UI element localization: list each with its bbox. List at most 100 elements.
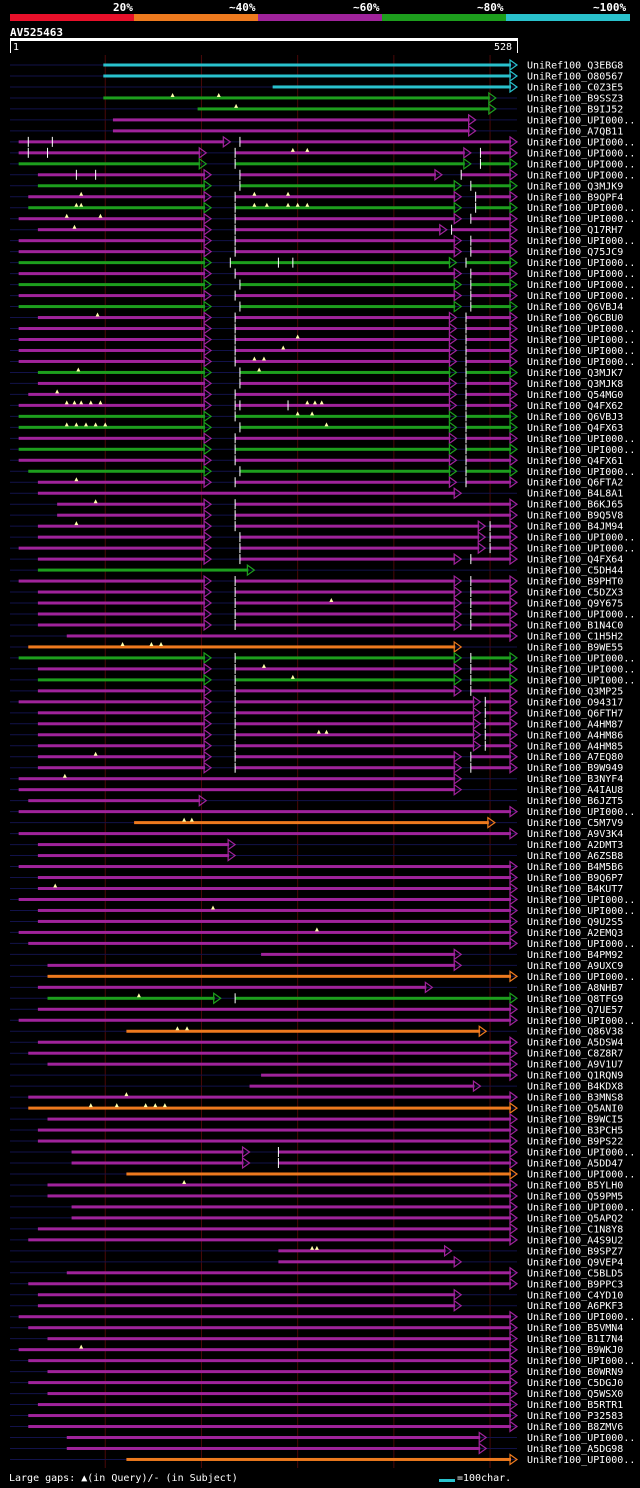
hit-row[interactable]: UniRef100_O94317 <box>10 695 623 709</box>
hit-row[interactable]: UniRef100_B9WKJ0 <box>10 1343 623 1357</box>
hit-row[interactable]: UniRef100_UPI000.. <box>10 1145 635 1159</box>
hit-row[interactable]: UniRef100_UPI000.. <box>10 651 635 665</box>
hit-row[interactable]: UniRef100_B4JM94 <box>10 519 623 533</box>
hit-row[interactable]: UniRef100_B5RTR1 <box>10 1398 623 1412</box>
hit-row[interactable]: UniRef100_B3NYF4 <box>10 772 623 786</box>
hit-row[interactable]: UniRef100_UPI000.. <box>10 607 635 621</box>
hit-row[interactable]: UniRef100_B9PPC3 <box>10 1277 623 1291</box>
hit-row[interactable]: UniRef100_B9PS22 <box>10 1134 623 1148</box>
hit-row[interactable]: UniRef100_A4HM85 <box>10 739 623 753</box>
hit-row[interactable]: UniRef100_B9Q5V8 <box>10 509 623 522</box>
hit-row[interactable]: UniRef100_B3MNS8 <box>10 1090 623 1104</box>
hit-row[interactable]: UniRef100_B9PHT0 <box>10 574 623 588</box>
hit-row[interactable]: UniRef100_B3PCH5 <box>10 1123 623 1137</box>
hit-row[interactable]: UniRef100_B6KJ65 <box>10 498 623 511</box>
hit-row[interactable]: UniRef100_Q9VEP4 <box>10 1255 623 1269</box>
hit-row[interactable]: UniRef100_Q75JC9 <box>10 245 623 259</box>
hit-row[interactable]: UniRef100_Q6FTA2 <box>10 476 623 489</box>
hit-row[interactable]: UniRef100_A9V3K4 <box>10 827 623 841</box>
hit-row[interactable]: UniRef100_Q3MJK8 <box>10 377 623 390</box>
hit-row[interactable]: UniRef100_A9V1U7 <box>10 1058 623 1071</box>
hit-row[interactable]: UniRef100_UPI000.. <box>10 201 635 215</box>
hit-row[interactable]: UniRef100_Q5APQ2 <box>10 1211 623 1225</box>
hit-row[interactable]: UniRef100_UPI000.. <box>10 355 635 368</box>
hit-row[interactable]: UniRef100_Q4FX62 <box>10 399 623 412</box>
hit-row[interactable]: UniRef100_UPI000.. <box>10 432 635 445</box>
hit-row[interactable]: UniRef100_B5VMN4 <box>10 1321 623 1335</box>
hit-row[interactable]: UniRef100_Q3MJK7 <box>10 366 623 379</box>
hit-row[interactable]: UniRef100_UPI000.. <box>10 662 635 676</box>
hit-row[interactable]: UniRef100_O80567 <box>10 69 623 83</box>
hit-row[interactable]: UniRef100_A4HM87 <box>10 717 623 731</box>
hit-row[interactable]: UniRef100_C4YD10 <box>10 1288 623 1302</box>
hit-row[interactable]: UniRef100_UPI000.. <box>10 673 635 687</box>
hit-row[interactable]: UniRef100_UPI000.. <box>10 168 635 182</box>
hit-row[interactable]: UniRef100_Q4FX63 <box>10 421 623 434</box>
hit-row[interactable]: UniRef100_B5YLH0 <box>10 1178 623 1192</box>
hit-row[interactable]: UniRef100_Q17RH7 <box>10 223 623 237</box>
hit-row[interactable]: UniRef100_Q3MJK9 <box>10 179 623 193</box>
hit-row[interactable]: UniRef100_C8Z8R7 <box>10 1047 623 1060</box>
hit-row[interactable]: UniRef100_UPI000.. <box>10 256 635 270</box>
hit-row[interactable]: UniRef100_A9UXC9 <box>10 959 623 972</box>
hit-row[interactable]: UniRef100_UPI000.. <box>10 157 635 171</box>
hit-row[interactable]: UniRef100_B9WE55 <box>10 640 623 654</box>
hit-row[interactable]: UniRef100_UPI000.. <box>10 970 635 983</box>
hit-row[interactable]: UniRef100_Q3MP25 <box>10 684 623 698</box>
hit-row[interactable]: UniRef100_B9QPF4 <box>10 190 623 204</box>
hit-row[interactable]: UniRef100_A4S9U2 <box>10 1233 623 1247</box>
hit-row[interactable]: UniRef100_UPI000.. <box>10 344 635 357</box>
hit-row[interactable]: UniRef100_A7EQ80 <box>10 750 623 764</box>
hit-row[interactable]: UniRef100_UPI000.. <box>10 541 635 555</box>
hit-row[interactable]: UniRef100_A5DSW4 <box>10 1036 623 1049</box>
hit-row[interactable]: UniRef100_Q6FTH7 <box>10 706 623 720</box>
hit-row[interactable]: UniRef100_Q54MG0 <box>10 388 623 401</box>
hit-row[interactable]: UniRef100_UPI000.. <box>10 904 635 917</box>
hit-row[interactable]: UniRef100_UPI000.. <box>10 1310 635 1324</box>
hit-row[interactable]: UniRef100_B9W949 <box>10 761 623 775</box>
hit-row[interactable]: UniRef100_Q1RQN9 <box>10 1068 623 1082</box>
hit-row[interactable]: UniRef100_B4L8A1 <box>10 487 623 500</box>
hit-row[interactable]: UniRef100_C5DGJ0 <box>10 1376 623 1390</box>
hit-row[interactable]: UniRef100_Q6VBJ4 <box>10 300 623 314</box>
hit-row[interactable]: UniRef100_UPI000.. <box>10 322 635 336</box>
hit-row[interactable]: UniRef100_UPI000.. <box>10 289 635 303</box>
hit-row[interactable]: UniRef100_A2EMQ3 <box>10 926 623 939</box>
hit-row[interactable]: UniRef100_B0WRN9 <box>10 1365 623 1379</box>
hit-row[interactable]: UniRef100_B4KDX8 <box>10 1079 623 1093</box>
hit-row[interactable]: UniRef100_B9Q6P7 <box>10 871 623 885</box>
hit-row[interactable]: UniRef100_A5DG98 <box>10 1442 623 1455</box>
hit-row[interactable]: UniRef100_UPI000.. <box>10 1453 635 1466</box>
hit-row[interactable]: UniRef100_Q59PM5 <box>10 1189 623 1203</box>
hit-row[interactable]: UniRef100_C5DH44 <box>10 563 623 577</box>
hit-row[interactable]: UniRef100_B9WCI5 <box>10 1112 623 1126</box>
hit-row[interactable]: UniRef100_UPI000.. <box>10 443 635 456</box>
hit-row[interactable]: UniRef100_B1I7N4 <box>10 1332 623 1346</box>
hit-row[interactable]: UniRef100_UPI000.. <box>10 1014 635 1027</box>
hit-row[interactable]: UniRef100_A2DMT3 <box>10 838 623 852</box>
hit-row[interactable]: UniRef100_B4KUT7 <box>10 882 623 896</box>
hit-row[interactable]: UniRef100_UPI000.. <box>10 212 635 226</box>
hit-row[interactable]: UniRef100_UPI000.. <box>10 113 635 127</box>
hit-row[interactable]: UniRef100_C5M7V9 <box>10 816 623 830</box>
hit-row[interactable]: UniRef100_UPI000.. <box>10 465 635 478</box>
hit-row[interactable]: UniRef100_UPI000.. <box>10 135 635 149</box>
hit-row[interactable]: UniRef100_A4HM86 <box>10 728 623 742</box>
hit-row[interactable]: UniRef100_B9SPZ7 <box>10 1244 623 1258</box>
hit-row[interactable]: UniRef100_A8NHB7 <box>10 981 623 994</box>
hit-row[interactable]: UniRef100_Q4FX64 <box>10 552 623 566</box>
hit-row[interactable]: UniRef100_C1H5H2 <box>10 629 623 643</box>
hit-row[interactable]: UniRef100_UPI000.. <box>10 937 635 950</box>
hit-row[interactable]: UniRef100_B9IJ52 <box>10 102 623 116</box>
hit-row[interactable]: UniRef100_C0Z3E5 <box>10 80 623 94</box>
hit-row[interactable]: UniRef100_Q5ANI0 <box>10 1101 623 1115</box>
hit-row[interactable]: UniRef100_C5DZX3 <box>10 585 623 599</box>
hit-row[interactable]: UniRef100_A6PKF3 <box>10 1299 623 1313</box>
hit-row[interactable]: UniRef100_Q86V38 <box>10 1025 623 1038</box>
hit-row[interactable]: UniRef100_A6ZSB8 <box>10 849 623 863</box>
hit-row[interactable]: UniRef100_UPI000.. <box>10 1431 635 1445</box>
hit-row[interactable]: UniRef100_UPI000.. <box>10 530 635 544</box>
hit-row[interactable]: UniRef100_UPI000.. <box>10 805 635 819</box>
hit-row[interactable]: UniRef100_UPI000.. <box>10 893 635 906</box>
hit-row[interactable]: UniRef100_B1N4C0 <box>10 618 623 632</box>
